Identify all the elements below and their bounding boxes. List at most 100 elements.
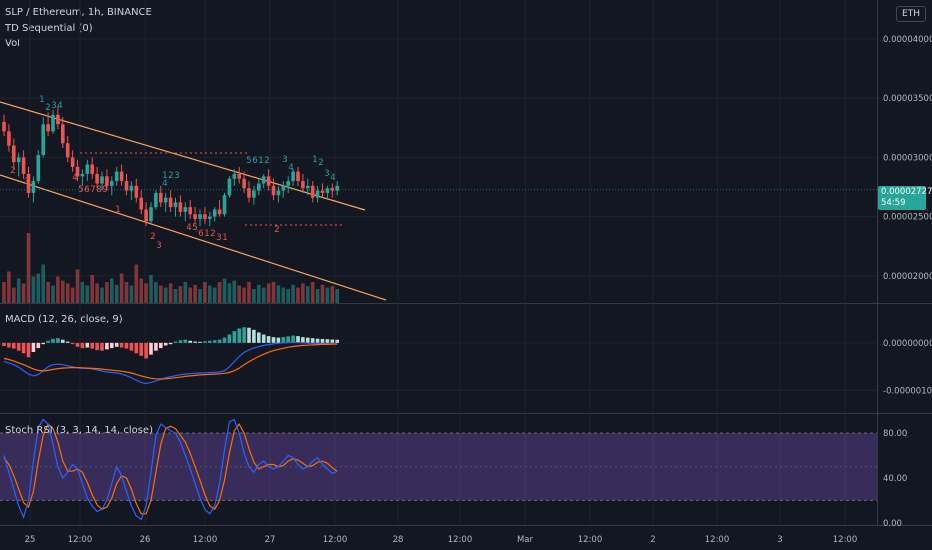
volume-bar bbox=[21, 283, 26, 303]
volume-bar bbox=[31, 276, 36, 303]
macd-axis-tick-label: 0.00000000 bbox=[883, 339, 932, 349]
last-price-badge: 0.00002727 54:59 bbox=[878, 186, 932, 210]
volume-bar bbox=[100, 287, 104, 303]
stoch-axis-tick-label: 0.00 bbox=[883, 519, 902, 529]
candle-body bbox=[306, 185, 310, 189]
volume-bar bbox=[75, 269, 80, 303]
stoch-k-line bbox=[3, 418, 338, 521]
macd-histogram-bar bbox=[163, 342, 168, 346]
volume-bar bbox=[129, 285, 134, 303]
candle-body bbox=[114, 171, 119, 182]
volume-bar bbox=[124, 282, 129, 303]
volume-bar bbox=[114, 284, 119, 303]
macd-histogram-bar bbox=[276, 337, 281, 343]
macd-histogram-bar bbox=[144, 342, 148, 359]
macd-histogram-bar bbox=[335, 339, 339, 343]
volume-bar bbox=[203, 282, 207, 303]
macd-histogram-bar bbox=[46, 340, 50, 343]
volume-bar bbox=[232, 280, 237, 303]
macd-histogram-bar bbox=[168, 342, 173, 345]
macd-histogram-bar bbox=[75, 342, 80, 347]
candle-body bbox=[2, 121, 6, 132]
candle-body bbox=[100, 176, 104, 184]
time-axis-tick-label: 12:00 bbox=[68, 535, 93, 545]
volume-bar bbox=[119, 273, 124, 303]
td-count-down: 5 bbox=[192, 223, 197, 233]
td-count-up: 6 bbox=[252, 156, 257, 166]
volume-bar bbox=[286, 289, 290, 303]
td-count-down: 1 bbox=[115, 205, 120, 215]
macd-histogram-bar bbox=[159, 342, 163, 349]
macd-histogram-bar bbox=[266, 336, 271, 343]
td-count-down: 2 bbox=[274, 225, 279, 235]
volume-bar bbox=[80, 282, 85, 303]
td-count-up: 3 bbox=[51, 101, 56, 111]
td-count-down: 2 bbox=[210, 229, 215, 239]
macd-histogram-bar bbox=[41, 342, 45, 345]
candle-body bbox=[325, 188, 330, 193]
time-axis-tick-label: 25 bbox=[25, 535, 36, 545]
indicator-td-sequential[interactable]: TD Sequential (0) bbox=[5, 23, 93, 34]
macd-line bbox=[3, 341, 338, 385]
volume-bar bbox=[173, 289, 178, 303]
candle-body bbox=[65, 143, 70, 158]
candle-body bbox=[95, 173, 99, 184]
macd-histogram-bar bbox=[85, 342, 90, 348]
candle-body bbox=[310, 185, 315, 198]
candle-body bbox=[261, 176, 266, 184]
indicator-volume[interactable]: Vol bbox=[5, 38, 20, 49]
time-axis-tick-label: 12:00 bbox=[705, 535, 730, 545]
volume-bar bbox=[12, 287, 16, 303]
macd-axis-tick-label: -0.00000100 bbox=[883, 386, 932, 396]
td-count-down: 4 bbox=[186, 223, 191, 233]
volume-bar bbox=[257, 284, 261, 303]
volume-bar bbox=[301, 283, 305, 303]
td-count-up: 2 bbox=[45, 103, 50, 113]
td-count-down: 2 bbox=[10, 166, 15, 176]
macd-histogram-bar bbox=[242, 327, 246, 343]
td-count-up: 2 bbox=[168, 171, 173, 181]
candle-body bbox=[173, 202, 178, 208]
macd-histogram-bar bbox=[203, 341, 207, 343]
time-axis-tick-label: 26 bbox=[140, 535, 151, 545]
macd-histogram-bar bbox=[310, 338, 315, 343]
price-axis-tick-label: 0.00003000 bbox=[883, 153, 932, 163]
macd-histogram-bar bbox=[70, 342, 75, 345]
macd-histogram-bar bbox=[56, 338, 60, 343]
stoch-band bbox=[0, 433, 877, 501]
td-count-up: 1 bbox=[312, 155, 317, 165]
td-count-up: 1 bbox=[39, 95, 44, 105]
td-count-up: 4 bbox=[288, 163, 293, 173]
volume-bar bbox=[296, 287, 300, 303]
volume-bar bbox=[149, 275, 153, 303]
macd-histogram-bar bbox=[247, 327, 251, 343]
volume-bar bbox=[193, 284, 197, 303]
macd-histogram-bar bbox=[212, 340, 217, 343]
volume-bar bbox=[310, 282, 315, 303]
candle-body bbox=[31, 181, 36, 193]
volume-bar bbox=[237, 285, 241, 303]
candle-body bbox=[281, 185, 286, 191]
candle-body bbox=[46, 124, 50, 132]
candle-body bbox=[335, 185, 339, 191]
td-count-up: 4 bbox=[162, 179, 167, 189]
macd-histogram-bar bbox=[178, 340, 183, 343]
macd-histogram-bar bbox=[31, 342, 36, 352]
macd-histogram-bar bbox=[26, 342, 31, 358]
currency-tag[interactable]: ETH bbox=[896, 6, 926, 22]
candle-body bbox=[198, 214, 202, 219]
candle-body bbox=[320, 190, 325, 193]
macd-histogram-bar bbox=[139, 342, 143, 356]
volume-bar bbox=[281, 287, 286, 303]
volume-bar bbox=[198, 289, 202, 303]
price-axis-tick-label: 0.00002000 bbox=[883, 272, 932, 282]
candle-body bbox=[222, 195, 227, 215]
volume-bar bbox=[85, 285, 90, 303]
candle-body bbox=[242, 178, 246, 189]
volume-bar bbox=[7, 271, 11, 303]
candle-body bbox=[110, 181, 114, 186]
volume-bar bbox=[271, 282, 276, 303]
macd-histogram-bar bbox=[16, 342, 21, 351]
candle-body bbox=[149, 207, 153, 222]
